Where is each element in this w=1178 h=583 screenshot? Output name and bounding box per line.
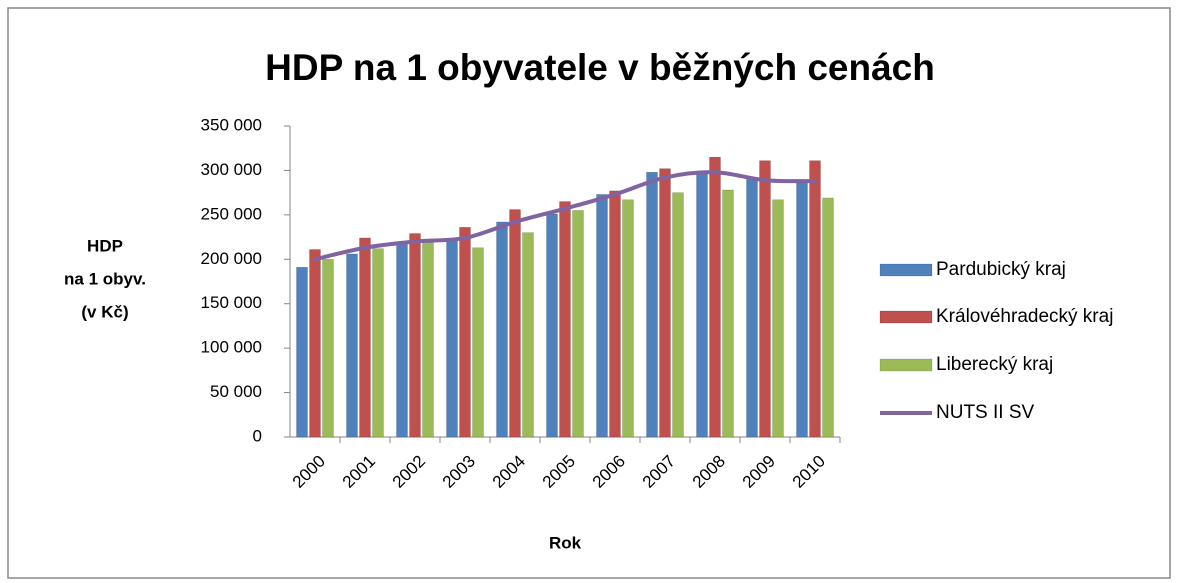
legend-label: NUTS II SV xyxy=(936,402,1035,423)
bar xyxy=(446,239,458,438)
bar xyxy=(659,168,671,438)
legend-marker xyxy=(879,358,933,372)
chart-title: HDP na 1 obyvatele v běžných cenách xyxy=(265,47,935,88)
bar xyxy=(809,160,821,438)
line xyxy=(313,170,817,262)
bar xyxy=(746,179,758,438)
bar xyxy=(672,192,684,438)
bar xyxy=(296,267,308,438)
bar xyxy=(372,248,384,438)
y-tick-label: 50 000 xyxy=(210,382,262,401)
bar xyxy=(496,221,508,438)
legend-marker xyxy=(879,310,933,324)
y-tick-label: 350 000 xyxy=(201,115,262,134)
y-tick-label: 0 xyxy=(253,426,262,445)
bar xyxy=(646,171,658,438)
bar xyxy=(309,249,321,438)
chart-frame xyxy=(7,7,1171,579)
y-tick-label: 150 000 xyxy=(201,293,262,312)
y-axis-label: na 1 obyv. xyxy=(64,269,146,288)
bar xyxy=(709,156,721,438)
legend-label: Pardubický kraj xyxy=(936,259,1066,280)
bar xyxy=(559,201,571,438)
bar xyxy=(422,242,434,438)
y-tick-label: 100 000 xyxy=(201,338,262,357)
legend-label: Liberecký kraj xyxy=(936,354,1053,375)
bar xyxy=(522,232,534,438)
bar xyxy=(822,197,834,438)
legend-marker xyxy=(879,263,933,277)
bar xyxy=(396,242,408,438)
bar xyxy=(546,213,558,438)
bar xyxy=(409,233,421,438)
y-tick-label: 300 000 xyxy=(201,160,262,179)
bar xyxy=(346,253,358,438)
bar xyxy=(359,237,371,438)
bar xyxy=(759,160,771,438)
bar xyxy=(596,194,608,438)
bar xyxy=(796,181,808,438)
y-axis-label: HDP xyxy=(87,236,123,255)
y-tick-label: 250 000 xyxy=(201,204,262,223)
bar xyxy=(322,259,334,438)
bar xyxy=(459,227,471,438)
bar xyxy=(722,189,734,438)
x-axis-label: Rok xyxy=(549,533,582,552)
legend-label: Královéhradecký kraj xyxy=(936,306,1113,327)
bar xyxy=(772,199,784,438)
bar xyxy=(696,171,708,438)
bar xyxy=(622,199,634,438)
y-tick-label: 200 000 xyxy=(201,249,262,268)
y-axis-label: (v Kč) xyxy=(81,302,128,321)
bar xyxy=(509,209,521,438)
bar xyxy=(609,190,621,438)
bar xyxy=(572,210,584,438)
bar xyxy=(472,247,484,438)
